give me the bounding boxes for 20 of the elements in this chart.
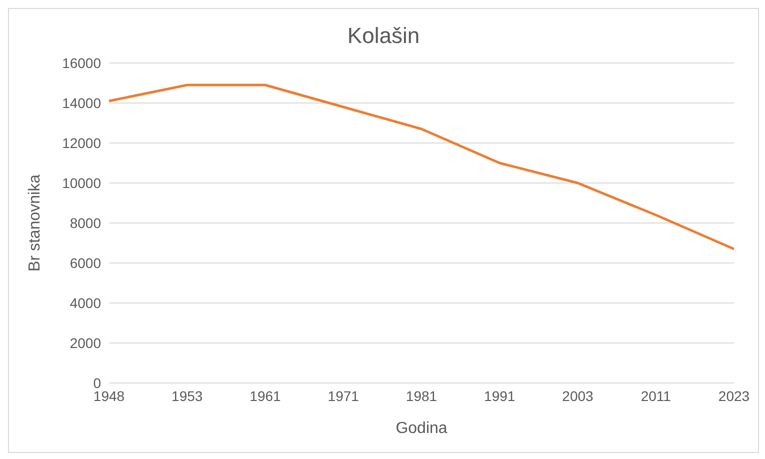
x-axis-title: Godina bbox=[396, 420, 448, 437]
x-tick-label: 2011 bbox=[640, 388, 672, 404]
y-tick-label: 14000 bbox=[62, 94, 102, 111]
x-tick-label: 2023 bbox=[718, 388, 750, 404]
x-tick-label: 1953 bbox=[172, 388, 203, 404]
x-tick-label: 2003 bbox=[562, 388, 594, 404]
y-tick-label: 8000 bbox=[70, 214, 102, 231]
y-tick-label: 12000 bbox=[62, 134, 102, 151]
y-tick-label: 10000 bbox=[62, 174, 102, 191]
y-tick-label: 2000 bbox=[70, 334, 102, 351]
y-axis-title: Br stanovnika bbox=[26, 174, 44, 272]
chart-title: Kolašin bbox=[346, 23, 421, 50]
y-tick-label: 16000 bbox=[62, 54, 102, 71]
x-tick-label: 1971 bbox=[328, 388, 360, 404]
line-series bbox=[108, 84, 736, 250]
y-tick-label: 6000 bbox=[70, 254, 102, 271]
y-tick-label: 4000 bbox=[70, 294, 102, 311]
x-tick-label: 1981 bbox=[406, 388, 438, 404]
x-tick-label: 1991 bbox=[484, 388, 516, 404]
x-tick-label: 1961 bbox=[250, 388, 282, 404]
